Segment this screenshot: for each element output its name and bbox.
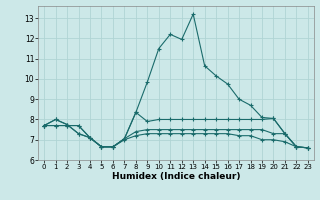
X-axis label: Humidex (Indice chaleur): Humidex (Indice chaleur) — [112, 172, 240, 181]
